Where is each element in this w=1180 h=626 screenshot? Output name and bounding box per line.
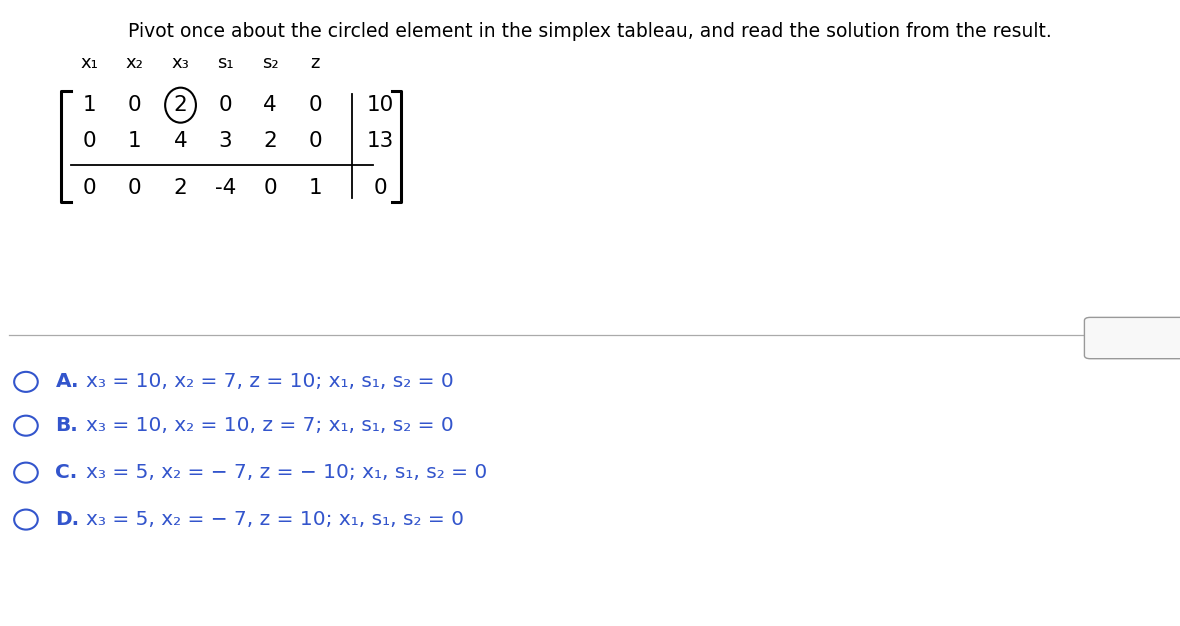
Text: A.: A. (55, 372, 79, 391)
Text: 3: 3 (218, 131, 232, 151)
Text: 0: 0 (127, 178, 142, 198)
Text: 13: 13 (366, 131, 394, 151)
Text: 2: 2 (263, 131, 277, 151)
Text: 0: 0 (308, 131, 322, 151)
Text: x₃ = 10, x₂ = 10, z = 7; x₁, s₁, s₂ = 0: x₃ = 10, x₂ = 10, z = 7; x₁, s₁, s₂ = 0 (86, 416, 454, 435)
Text: x₃: x₃ (171, 54, 190, 72)
Text: • • •: • • • (1120, 332, 1150, 344)
Text: 1: 1 (127, 131, 142, 151)
Text: x₃ = 5, x₂ = − 7, z = − 10; x₁, s₁, s₂ = 0: x₃ = 5, x₂ = − 7, z = − 10; x₁, s₁, s₂ =… (86, 463, 487, 482)
Text: -4: -4 (215, 178, 236, 198)
Text: x₁: x₁ (80, 54, 99, 72)
Text: B.: B. (55, 416, 78, 435)
Text: 1: 1 (308, 178, 322, 198)
FancyBboxPatch shape (1084, 317, 1180, 359)
Text: 0: 0 (127, 95, 142, 115)
Text: 2: 2 (173, 95, 188, 115)
Text: 4: 4 (263, 95, 277, 115)
Text: x₃ = 5, x₂ = − 7, z = 10; x₁, s₁, s₂ = 0: x₃ = 5, x₂ = − 7, z = 10; x₁, s₁, s₂ = 0 (86, 510, 464, 529)
Text: z: z (310, 54, 320, 72)
Text: 0: 0 (218, 95, 232, 115)
Text: x₂: x₂ (125, 54, 144, 72)
Text: 0: 0 (373, 178, 387, 198)
Text: x₃ = 10, x₂ = 7, z = 10; x₁, s₁, s₂ = 0: x₃ = 10, x₂ = 7, z = 10; x₁, s₁, s₂ = 0 (86, 372, 454, 391)
Text: s₁: s₁ (217, 54, 234, 72)
Text: 0: 0 (263, 178, 277, 198)
Text: 10: 10 (366, 95, 394, 115)
Text: 4: 4 (173, 131, 188, 151)
Text: s₂: s₂ (262, 54, 278, 72)
Text: C.: C. (55, 463, 78, 482)
Text: 0: 0 (83, 178, 97, 198)
Text: D.: D. (55, 510, 79, 529)
Text: 1: 1 (83, 95, 97, 115)
Text: Pivot once about the circled element in the simplex tableau, and read the soluti: Pivot once about the circled element in … (129, 22, 1051, 41)
Text: 0: 0 (83, 131, 97, 151)
Text: 2: 2 (173, 178, 188, 198)
Text: 0: 0 (308, 95, 322, 115)
